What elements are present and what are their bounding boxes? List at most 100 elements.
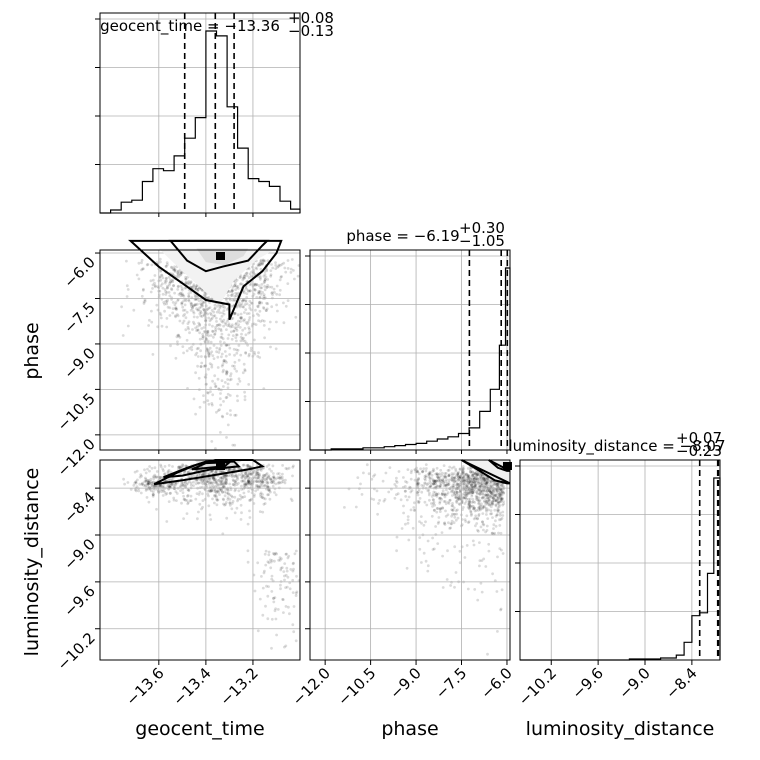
scatter-point (143, 299, 147, 303)
scatter-point (169, 484, 172, 487)
scatter-point (486, 489, 490, 493)
scatter-point (501, 490, 504, 494)
scatter-point (502, 491, 506, 495)
scatter-point (133, 481, 137, 485)
scatter-point (501, 484, 505, 488)
scatter-point (228, 324, 231, 328)
scatter-point (185, 483, 189, 486)
scatter-point (437, 476, 440, 480)
scatter-point (468, 505, 472, 509)
scatter-point (443, 492, 447, 496)
scatter-point (237, 473, 241, 477)
scatter-point (458, 468, 462, 471)
title-geocent-time-sup: +0.08 (288, 9, 334, 27)
scatter-point (249, 274, 253, 278)
scatter-point (271, 291, 274, 294)
scatter-point (209, 334, 213, 337)
scatter-point (144, 471, 148, 475)
scatter-point (246, 479, 250, 483)
scatter-point (447, 474, 451, 478)
scatter-point (270, 291, 274, 295)
scatter-point (496, 498, 500, 502)
scatter-point (462, 475, 466, 479)
scatter-point (219, 431, 222, 434)
scatter-point (463, 479, 466, 483)
scatter-point (256, 474, 260, 477)
scatter-point (482, 477, 485, 480)
scatter-point (219, 479, 223, 483)
scatter-point (186, 494, 189, 498)
scatter-point (430, 514, 434, 518)
scatter-point (470, 492, 474, 496)
scatter-point (126, 324, 130, 328)
scatter-point (252, 495, 256, 498)
scatter-point (487, 549, 491, 553)
scatter-point (243, 318, 246, 321)
scatter-point (494, 504, 498, 508)
scatter-point (255, 283, 259, 286)
scatter-point (491, 483, 495, 487)
scatter-point (250, 270, 254, 274)
scatter-point (412, 509, 416, 512)
scatter-point (471, 473, 475, 477)
scatter-point (262, 571, 266, 575)
scatter-point (255, 477, 258, 480)
scatter-point (293, 552, 297, 556)
scatter-point (225, 474, 229, 478)
scatter-point (470, 504, 474, 508)
scatter-point (189, 280, 193, 284)
scatter-point (243, 273, 247, 277)
scatter-point (214, 471, 218, 475)
scatter-point (420, 484, 424, 487)
scatter-point (198, 337, 202, 341)
scatter-point (423, 477, 427, 481)
scatter-point (234, 473, 238, 477)
scatter-point (482, 479, 485, 483)
scatter-point (467, 477, 471, 480)
scatter-point (292, 605, 296, 608)
scatter-point (206, 489, 210, 493)
scatter-point (233, 311, 237, 315)
scatter-point (403, 489, 407, 493)
scatter-point (278, 278, 282, 282)
scatter-point (452, 481, 456, 485)
scatter-point (254, 323, 258, 326)
scatter-point (500, 493, 504, 497)
scatter-point (467, 521, 470, 524)
scatter-point (478, 484, 482, 488)
scatter-point (442, 500, 446, 503)
scatter-point (427, 474, 431, 478)
scatter-point (466, 489, 470, 493)
scatter-point (451, 504, 454, 508)
scatter-point (478, 492, 482, 495)
scatter-point (257, 351, 260, 355)
scatter-point (245, 464, 249, 468)
scatter-point (447, 480, 451, 484)
scatter-point (281, 598, 284, 601)
scatter-point (173, 268, 177, 271)
scatter-point (456, 474, 460, 478)
scatter-point (454, 490, 457, 493)
scatter-point (215, 490, 219, 494)
scatter-point (199, 302, 203, 306)
scatter-point (211, 354, 215, 357)
scatter-point (461, 474, 465, 478)
scatter-point (235, 305, 239, 309)
scatter-point (486, 496, 490, 500)
scatter-point (473, 477, 476, 481)
scatter-point (163, 279, 167, 283)
scatter-point (428, 477, 432, 480)
scatter-point (235, 506, 239, 510)
scatter-point (255, 283, 259, 287)
scatter-point (168, 485, 171, 488)
scatter-point (466, 505, 470, 509)
scatter-point (215, 503, 219, 507)
scatter-point (227, 469, 231, 472)
scatter-point (187, 470, 191, 474)
y-tick-label: −10.2 (54, 629, 99, 674)
scatter-point (276, 309, 279, 313)
scatter-point (257, 473, 261, 477)
scatter-point (494, 524, 498, 528)
scatter-point (259, 492, 262, 496)
scatter-point (493, 481, 497, 485)
